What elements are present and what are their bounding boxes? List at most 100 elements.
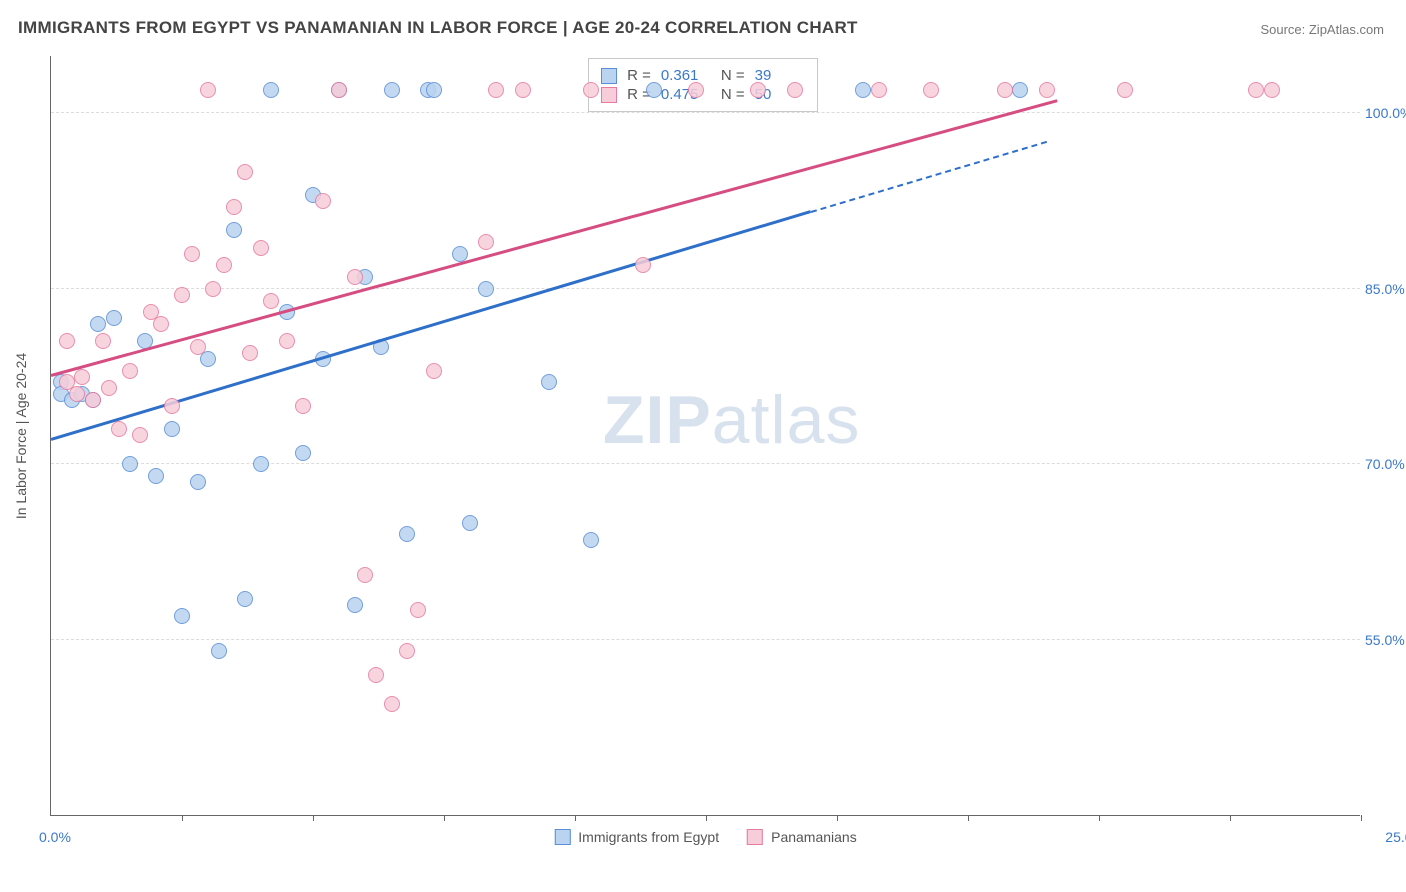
scatter-point-panama bbox=[101, 380, 117, 396]
scatter-point-egypt bbox=[226, 222, 242, 238]
scatter-point-panama bbox=[635, 257, 651, 273]
x-tick bbox=[1099, 815, 1100, 821]
legend-item-egypt: Immigrants from Egypt bbox=[554, 829, 719, 845]
scatter-point-panama bbox=[488, 82, 504, 98]
gridline bbox=[51, 639, 1360, 640]
scatter-point-panama bbox=[200, 82, 216, 98]
scatter-point-panama bbox=[357, 567, 373, 583]
scatter-point-panama bbox=[122, 363, 138, 379]
scatter-point-panama bbox=[871, 82, 887, 98]
scatter-point-egypt bbox=[462, 515, 478, 531]
r-label: R = bbox=[627, 67, 651, 84]
legend-label: Immigrants from Egypt bbox=[578, 829, 719, 845]
scatter-point-panama bbox=[263, 293, 279, 309]
scatter-point-egypt bbox=[211, 643, 227, 659]
scatter-point-panama bbox=[688, 82, 704, 98]
scatter-point-egypt bbox=[384, 82, 400, 98]
scatter-point-egypt bbox=[90, 316, 106, 332]
gridline bbox=[51, 288, 1360, 289]
r-value: 0.361 bbox=[661, 67, 711, 84]
scatter-point-egypt bbox=[148, 468, 164, 484]
scatter-point-egypt bbox=[347, 597, 363, 613]
scatter-point-egypt bbox=[122, 456, 138, 472]
y-axis-title: In Labor Force | Age 20-24 bbox=[13, 352, 29, 518]
scatter-point-panama bbox=[347, 269, 363, 285]
trend-line-panama bbox=[51, 99, 1058, 376]
scatter-point-panama bbox=[997, 82, 1013, 98]
scatter-point-panama bbox=[85, 392, 101, 408]
swatch-panama bbox=[601, 87, 617, 103]
scatter-point-panama bbox=[426, 363, 442, 379]
scatter-point-panama bbox=[242, 345, 258, 361]
scatter-point-egypt bbox=[253, 456, 269, 472]
scatter-point-egypt bbox=[263, 82, 279, 98]
x-tick bbox=[837, 815, 838, 821]
trend-line-ext-egypt bbox=[811, 141, 1047, 213]
chart-title: IMMIGRANTS FROM EGYPT VS PANAMANIAN IN L… bbox=[18, 18, 858, 38]
scatter-point-egypt bbox=[237, 591, 253, 607]
x-tick bbox=[575, 815, 576, 821]
stats-row-egypt: R =0.361N =39 bbox=[601, 67, 805, 84]
scatter-point-panama bbox=[478, 234, 494, 250]
x-tick bbox=[706, 815, 707, 821]
scatter-point-panama bbox=[69, 386, 85, 402]
scatter-point-panama bbox=[1248, 82, 1264, 98]
scatter-point-panama bbox=[279, 333, 295, 349]
x-tick bbox=[1230, 815, 1231, 821]
scatter-point-panama bbox=[315, 193, 331, 209]
scatter-point-panama bbox=[331, 82, 347, 98]
scatter-point-egypt bbox=[478, 281, 494, 297]
chart-plot-area: In Labor Force | Age 20-24 ZIPatlas 0.0%… bbox=[50, 56, 1360, 816]
scatter-point-egypt bbox=[190, 474, 206, 490]
scatter-point-panama bbox=[111, 421, 127, 437]
scatter-point-panama bbox=[583, 82, 599, 98]
scatter-point-egypt bbox=[164, 421, 180, 437]
x-tick bbox=[968, 815, 969, 821]
y-tick-label: 100.0% bbox=[1365, 105, 1406, 121]
scatter-point-panama bbox=[190, 339, 206, 355]
gridline bbox=[51, 112, 1360, 113]
scatter-point-egypt bbox=[174, 608, 190, 624]
scatter-point-panama bbox=[923, 82, 939, 98]
scatter-point-panama bbox=[59, 333, 75, 349]
scatter-point-egypt bbox=[583, 532, 599, 548]
x-tick bbox=[313, 815, 314, 821]
x-axis-min-label: 0.0% bbox=[39, 829, 71, 845]
legend-swatch-panama bbox=[747, 829, 763, 845]
x-tick bbox=[182, 815, 183, 821]
legend: Immigrants from Egypt Panamanians bbox=[554, 829, 856, 845]
scatter-point-panama bbox=[95, 333, 111, 349]
scatter-point-panama bbox=[368, 667, 384, 683]
x-axis-max-label: 25.0% bbox=[1385, 829, 1406, 845]
n-label: N = bbox=[721, 67, 745, 84]
y-tick-label: 55.0% bbox=[1365, 632, 1406, 648]
watermark-part-b: atlas bbox=[712, 382, 861, 458]
scatter-point-panama bbox=[1039, 82, 1055, 98]
scatter-point-egypt bbox=[646, 82, 662, 98]
source-label: Source: ZipAtlas.com bbox=[1260, 22, 1384, 37]
swatch-egypt bbox=[601, 68, 617, 84]
scatter-point-panama bbox=[205, 281, 221, 297]
scatter-point-egypt bbox=[452, 246, 468, 262]
scatter-point-egypt bbox=[106, 310, 122, 326]
scatter-point-panama bbox=[153, 316, 169, 332]
scatter-point-panama bbox=[226, 199, 242, 215]
x-tick bbox=[444, 815, 445, 821]
scatter-point-egypt bbox=[1012, 82, 1028, 98]
scatter-point-panama bbox=[164, 398, 180, 414]
scatter-point-egypt bbox=[541, 374, 557, 390]
x-tick bbox=[1361, 815, 1362, 821]
legend-label: Panamanians bbox=[771, 829, 857, 845]
y-tick-label: 70.0% bbox=[1365, 456, 1406, 472]
scatter-point-panama bbox=[237, 164, 253, 180]
scatter-point-egypt bbox=[399, 526, 415, 542]
watermark-part-a: ZIP bbox=[603, 382, 712, 458]
scatter-point-panama bbox=[410, 602, 426, 618]
scatter-point-egypt bbox=[426, 82, 442, 98]
gridline bbox=[51, 463, 1360, 464]
scatter-point-egypt bbox=[295, 445, 311, 461]
scatter-point-panama bbox=[74, 369, 90, 385]
legend-item-panama: Panamanians bbox=[747, 829, 857, 845]
scatter-point-panama bbox=[1117, 82, 1133, 98]
scatter-point-panama bbox=[216, 257, 232, 273]
